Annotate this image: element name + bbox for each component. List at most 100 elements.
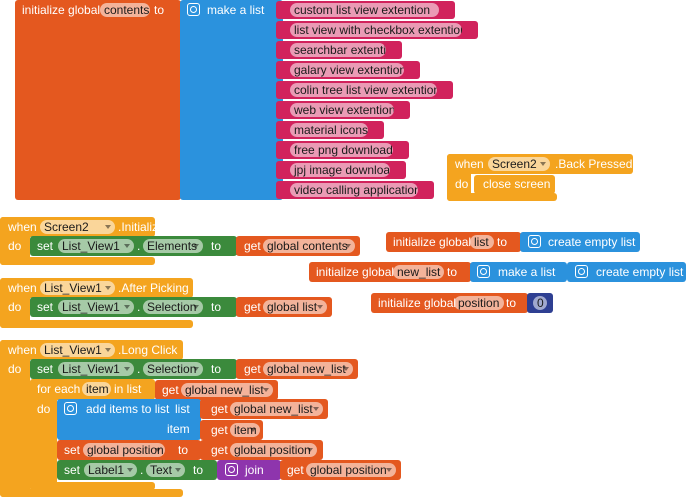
block-label: do xyxy=(455,177,469,191)
block-field: material icons xyxy=(290,123,368,137)
block-label: initialize global xyxy=(393,235,472,249)
block-label: for each xyxy=(37,382,81,396)
block-field: free png download xyxy=(290,143,393,157)
block-label: create empty list xyxy=(548,235,636,249)
block-label: when xyxy=(455,157,484,171)
block-label: . xyxy=(137,239,141,253)
block-label: .Long Click xyxy=(118,343,178,357)
mutator-icon xyxy=(477,265,490,278)
block-label: get xyxy=(211,443,228,457)
block-label: to xyxy=(154,3,165,17)
block-label: to xyxy=(178,443,189,457)
block-field: video calling application xyxy=(290,183,418,197)
block-field: searchbar extention xyxy=(290,43,386,57)
block-field: galary view extention xyxy=(290,63,404,77)
block-label: .Back Pressed xyxy=(555,157,633,171)
block-label: get xyxy=(244,239,261,253)
block-field: global contents xyxy=(263,239,355,253)
block-label: make a list xyxy=(498,265,556,279)
block-label: set xyxy=(64,443,81,457)
block-label: list xyxy=(175,402,190,416)
block xyxy=(30,482,155,490)
block-field: Selection xyxy=(143,300,203,314)
block-label: initialize global xyxy=(378,296,457,310)
block-label: create empty list xyxy=(596,265,684,279)
block-label: to xyxy=(497,235,508,249)
block-field: global position xyxy=(83,443,165,457)
block-label: get xyxy=(211,423,228,437)
block-label: get xyxy=(287,463,304,477)
block-field: Selection xyxy=(143,362,203,376)
block-label: in list xyxy=(114,382,142,396)
block-field: contents xyxy=(100,3,150,17)
block-label: set xyxy=(37,300,54,314)
block xyxy=(520,232,640,252)
block-label: initialize global xyxy=(316,265,395,279)
block-field: List_View1 xyxy=(58,362,134,376)
block-label: .After Picking xyxy=(118,281,189,295)
block-label: . xyxy=(137,300,141,314)
block-label: when xyxy=(8,343,37,357)
block-label: close screen xyxy=(483,177,551,191)
block xyxy=(0,320,193,328)
block-label: do xyxy=(8,362,22,376)
block-field: list view with checkbox extention xyxy=(290,23,462,37)
block-field: List_View1 xyxy=(40,281,115,295)
block-field: Elements xyxy=(143,239,203,253)
block-label: get xyxy=(244,362,261,376)
block-field: web view extention xyxy=(290,103,394,117)
block-field: custom list view extention xyxy=(290,3,439,17)
mutator-icon xyxy=(225,463,238,476)
block-label: do xyxy=(8,239,22,253)
block xyxy=(30,379,57,491)
block xyxy=(15,0,181,200)
block xyxy=(180,0,283,200)
block-label: to xyxy=(211,300,222,314)
block-field: jpj image download xyxy=(290,163,390,177)
block-label: initialize global xyxy=(22,3,101,17)
block-label: set xyxy=(64,463,81,477)
block xyxy=(470,262,567,282)
block-label: to xyxy=(211,362,222,376)
block-field: global new_list xyxy=(181,383,273,397)
block-field: Screen2 xyxy=(40,220,115,234)
block-field: 0 xyxy=(533,296,547,310)
block-label: to xyxy=(193,463,204,477)
block xyxy=(447,193,557,201)
block xyxy=(567,262,686,282)
block-label: do xyxy=(8,300,22,314)
block-label: get xyxy=(162,383,179,397)
block-label: set xyxy=(37,362,54,376)
block-field: list xyxy=(470,235,494,249)
block-field: new_list xyxy=(393,265,444,279)
block-label: join xyxy=(245,463,264,477)
block xyxy=(57,399,201,440)
block-field: Screen2 xyxy=(488,157,550,171)
block-field: global new_list xyxy=(230,402,323,416)
block-field: colin tree list view extention xyxy=(290,83,437,97)
block-field: List_View1 xyxy=(58,300,134,314)
mutator-icon xyxy=(575,265,588,278)
block-label: get xyxy=(211,402,228,416)
block-field: global new_list xyxy=(263,362,353,376)
block-label: add items to list xyxy=(86,402,170,416)
block-label: . xyxy=(140,463,144,477)
block xyxy=(0,489,183,497)
block-field: Label1 xyxy=(84,463,137,477)
block-label: . xyxy=(137,362,141,376)
block-field: Text xyxy=(146,463,185,477)
block-label: when xyxy=(8,220,37,234)
block-label: to xyxy=(506,296,517,310)
block-field: global list xyxy=(263,300,327,314)
block-label: when xyxy=(8,281,37,295)
mutator-icon xyxy=(528,235,541,248)
block xyxy=(0,340,30,497)
mutator-icon xyxy=(187,3,200,16)
block xyxy=(0,278,30,328)
block-field: global position xyxy=(230,443,317,457)
block-field: item xyxy=(82,382,111,396)
block-label: item xyxy=(167,422,190,436)
block-label: get xyxy=(244,300,261,314)
block xyxy=(0,257,155,265)
